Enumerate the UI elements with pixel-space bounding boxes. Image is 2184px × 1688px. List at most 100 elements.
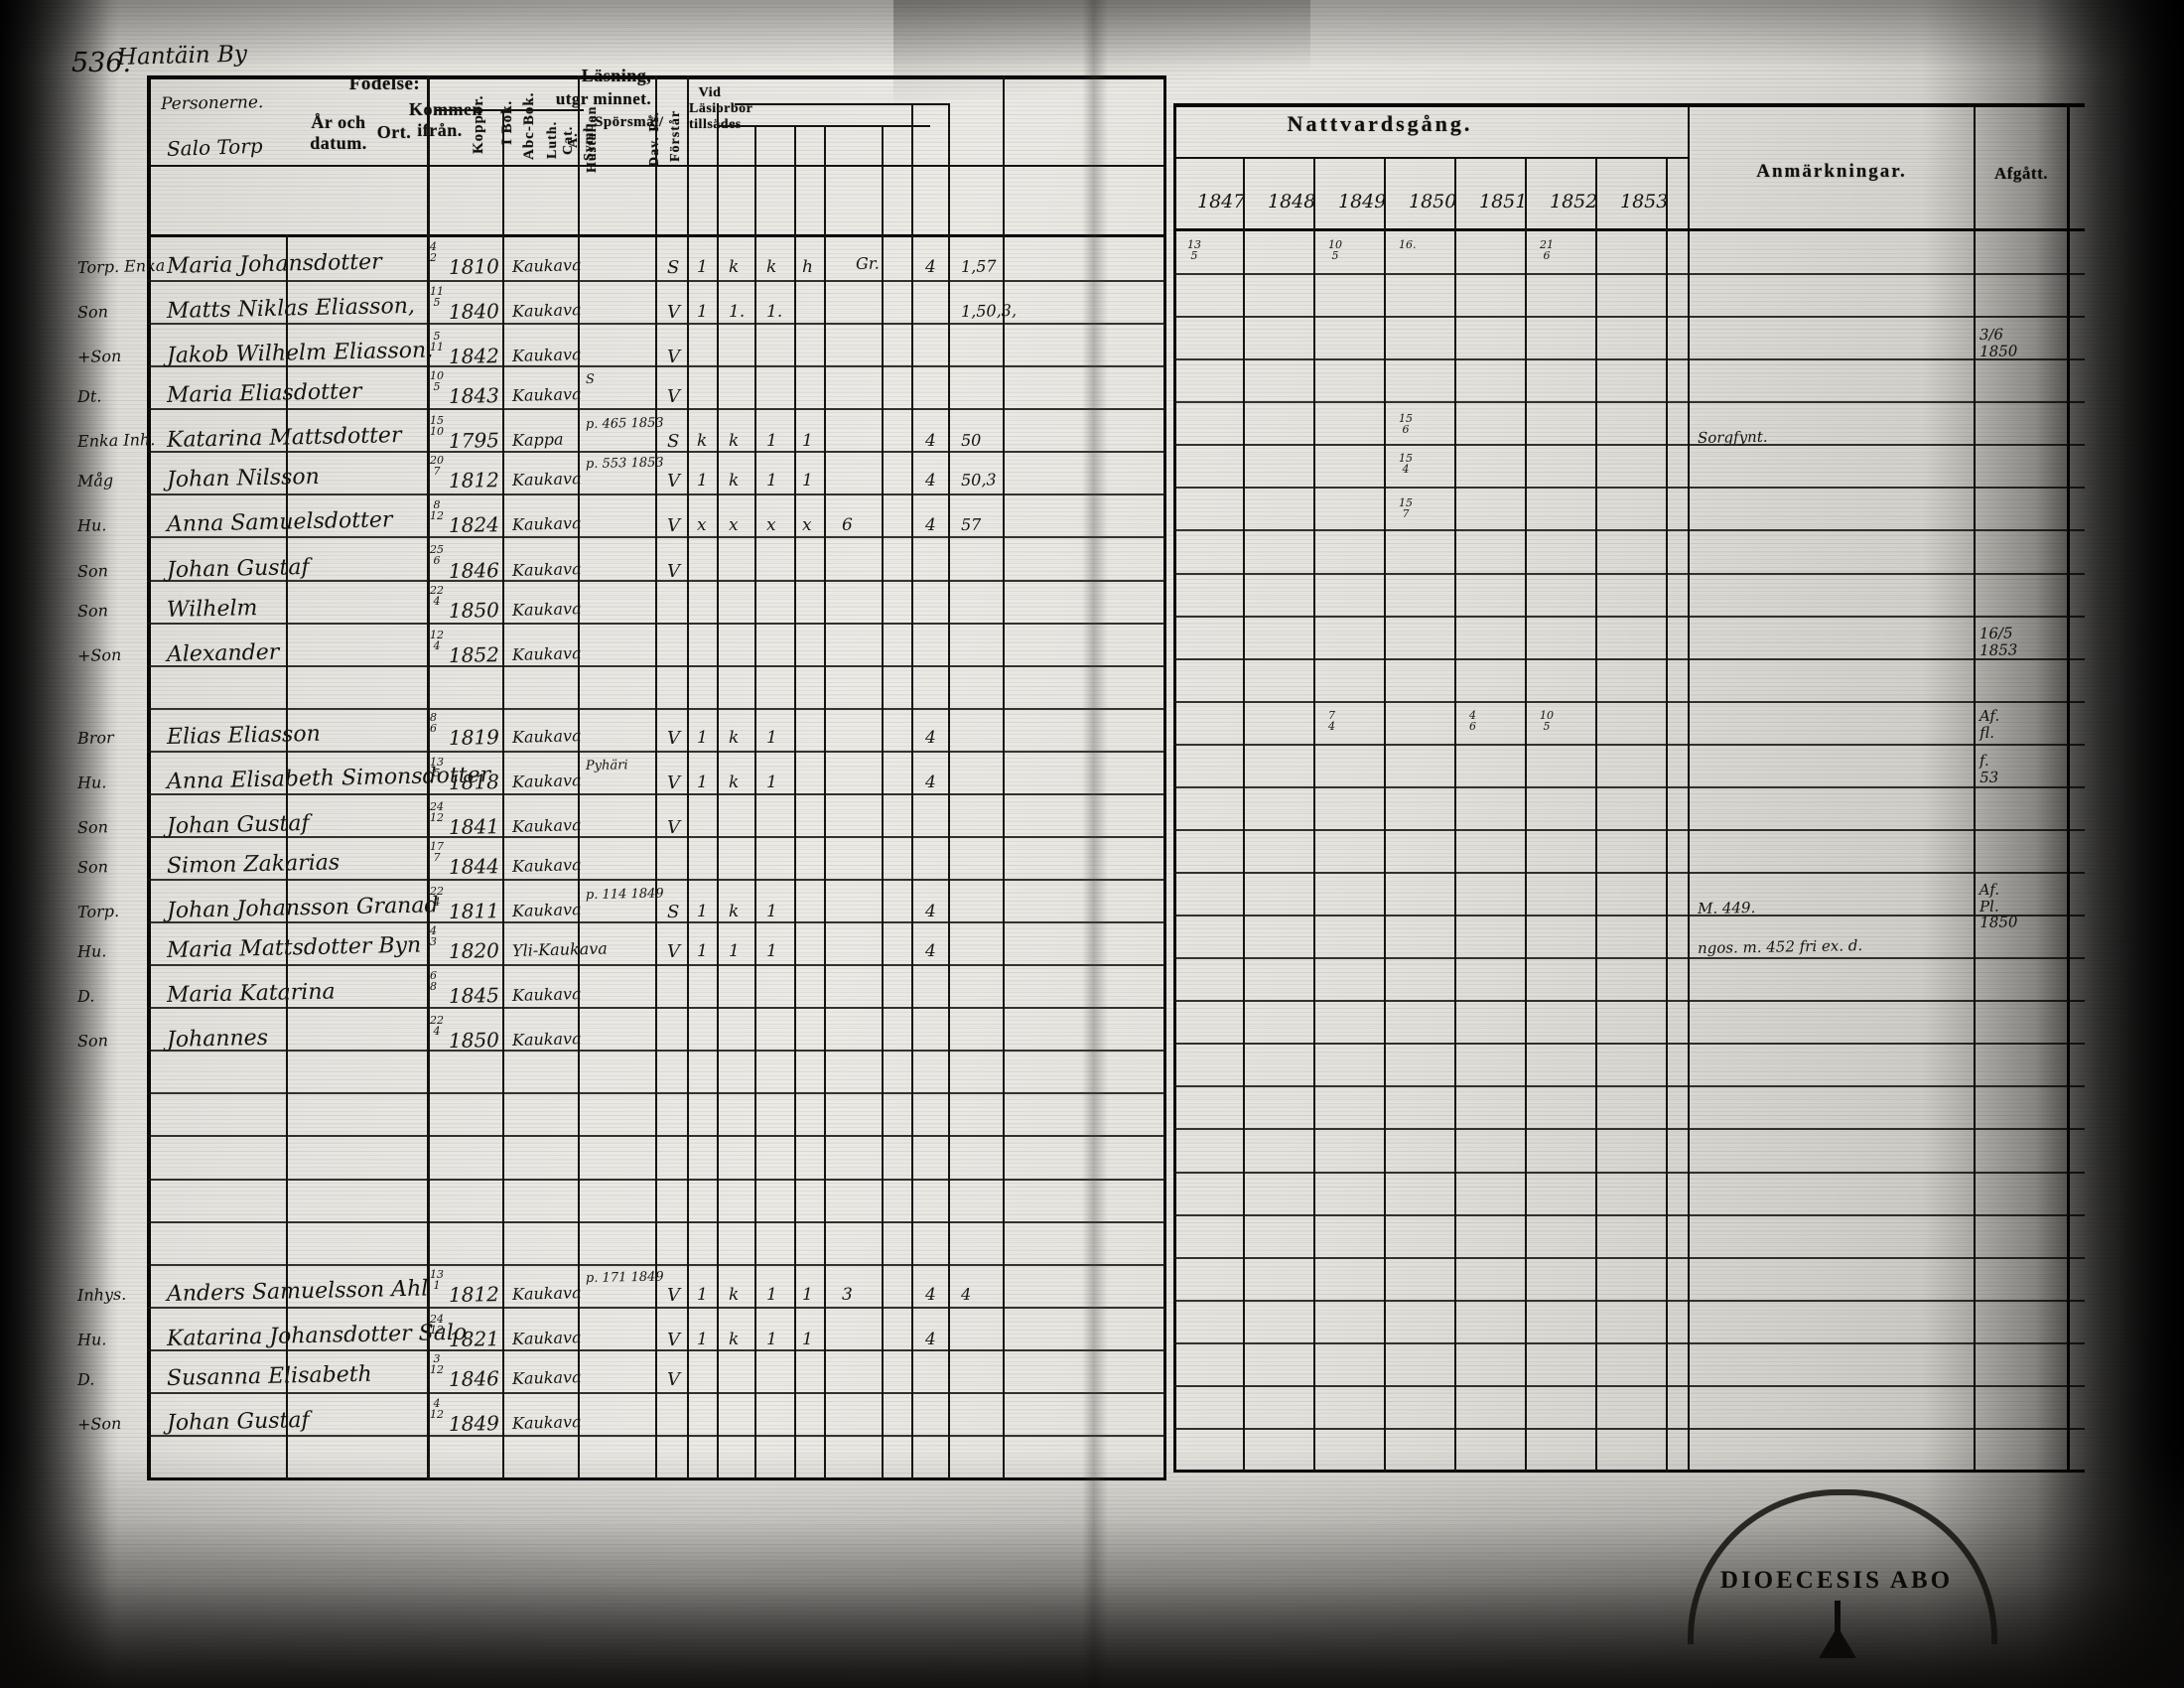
- row-luth-cat-0: k: [766, 257, 777, 277]
- row-departed-11: f. 53: [1979, 751, 1999, 786]
- row-birth-year-3: 1843: [448, 383, 500, 408]
- row-status-11: Hu.: [76, 773, 107, 792]
- row-name-12: Johan Gustaf: [166, 810, 310, 839]
- row-name-6: Anna Samuelsdotter: [166, 507, 393, 537]
- header-moved-from: Kommen ifrån.: [409, 99, 482, 140]
- row-forstar-10: 4: [925, 728, 936, 748]
- row-notes-4: Sorgfynt.: [1697, 427, 1768, 447]
- row-name-8: Wilhelm: [166, 596, 258, 623]
- row-koppor-10: V: [667, 728, 680, 749]
- row-i-bok-4: k: [697, 431, 708, 451]
- row-status-1: Son: [76, 302, 109, 322]
- row-rule: [1173, 914, 2085, 916]
- row-rule: [147, 536, 1165, 538]
- row-hustallan-18: 3: [842, 1285, 853, 1305]
- row-rule: [147, 751, 1165, 753]
- row-birth-date-7: 25 6: [430, 543, 444, 567]
- row-status-7: Son: [76, 561, 109, 581]
- row-forstar-6: 4: [925, 515, 936, 535]
- row-i-bok-18: 1: [697, 1285, 708, 1305]
- row-birth-place-21: Kaukava: [511, 1412, 582, 1433]
- row-luth-cat-11: 1: [766, 773, 777, 792]
- row-communion-0-5: 21 6: [1540, 238, 1554, 262]
- row-forstar-0: 4: [925, 257, 936, 277]
- row-name-10: Elias Eliasson: [166, 721, 322, 750]
- header-birth-year: År och datum.: [310, 112, 367, 153]
- row-i-bok-1: 1: [697, 302, 708, 322]
- row-rule: [1173, 1342, 2085, 1344]
- row-birth-year-18: 1812: [448, 1282, 500, 1307]
- row-koppor-2: V: [667, 347, 680, 367]
- row-status-13: Son: [76, 857, 109, 877]
- year-col-1847: 1847: [1197, 191, 1246, 212]
- row-i-bok-11: 1: [697, 773, 708, 792]
- row-birth-place-5: Kaukava: [511, 469, 582, 490]
- row-a-symb-5: 1: [802, 471, 813, 491]
- header-forstar: Förstår: [668, 109, 683, 163]
- row-rule: [1173, 872, 2085, 874]
- row-i-bok-10: 1: [697, 728, 708, 748]
- row-departed-2: 3/6 1850: [1979, 325, 2018, 360]
- row-status-3: Dt.: [76, 386, 102, 406]
- row-birth-year-7: 1846: [448, 558, 500, 583]
- row-vid-lasiorbor-1: 1,50,3,: [960, 301, 1018, 321]
- row-name-4: Katarina Mattsdotter: [166, 423, 402, 453]
- row-name-16: Maria Katarina: [166, 979, 336, 1008]
- row-rule: [1173, 1257, 2085, 1259]
- row-name-0: Maria Johansdotter: [166, 249, 382, 279]
- row-abc-bok-1: 1.: [729, 302, 746, 322]
- row-rule: [1173, 1428, 2085, 1430]
- row-birth-place-11: Kaukava: [511, 771, 582, 791]
- row-abc-bok-15: 1: [729, 941, 740, 961]
- row-rule: [1173, 957, 2085, 959]
- persons-handwritten-label: Personerne.: [160, 92, 264, 114]
- row-departed-14: Af. Pl. 1850: [1979, 880, 2018, 931]
- row-birth-place-1: Kaukava: [511, 300, 582, 321]
- row-birth-place-20: Kaukava: [511, 1367, 582, 1388]
- row-koppor-1: V: [667, 302, 680, 323]
- row-rule: [147, 1135, 1165, 1137]
- year-col-1849: 1849: [1338, 191, 1387, 212]
- row-birth-date-11: 13 5: [430, 756, 444, 779]
- row-birth-date-14: 22 4: [430, 885, 444, 909]
- row-rule: [147, 793, 1165, 795]
- header-koppor: Koppor.: [471, 94, 486, 154]
- row-forstar-15: 4: [925, 941, 936, 961]
- row-moved-from-3: S: [585, 371, 596, 387]
- row-name-13: Simon Zakarias: [166, 850, 341, 879]
- row-rule: [147, 1392, 1165, 1394]
- row-luth-cat-5: 1: [766, 471, 777, 491]
- row-birth-date-8: 22 4: [430, 584, 444, 608]
- row-birth-place-12: Kaukava: [511, 815, 582, 836]
- row-koppor-4: S: [667, 431, 680, 452]
- row-birth-place-7: Kaukava: [511, 559, 582, 580]
- row-birth-date-6: 8 12: [430, 498, 444, 522]
- row-name-17: Johannes: [166, 1025, 269, 1053]
- row-birth-place-16: Kaukava: [511, 984, 582, 1005]
- row-rule: [147, 1050, 1165, 1052]
- row-rule: [1173, 658, 2085, 660]
- row-vid-lasiorbor-6: 57: [960, 514, 982, 534]
- row-name-19: Katarina Johansdotter Salo: [166, 1320, 468, 1351]
- header-departed: Afgått.: [1993, 164, 2048, 183]
- row-communion-5-3: 15 4: [1399, 452, 1413, 476]
- row-koppor-7: V: [667, 561, 680, 582]
- row-i-bok-15: 1: [697, 941, 708, 961]
- row-moved-from-11: Pyhäri: [585, 758, 628, 774]
- row-status-6: Hu.: [76, 515, 107, 535]
- row-communion-4-3: 15 6: [1399, 412, 1413, 436]
- row-rule: [1173, 358, 2085, 360]
- row-rule: [147, 879, 1165, 881]
- farm-label: Salo Torp: [166, 133, 263, 161]
- row-abc-bok-11: k: [729, 773, 740, 792]
- row-rule: [1173, 1085, 2085, 1087]
- row-koppor-12: V: [667, 817, 680, 838]
- row-birth-year-9: 1852: [448, 642, 500, 667]
- row-birth-place-4: Kappa: [511, 429, 564, 450]
- row-status-0: Torp. Enka: [76, 255, 166, 277]
